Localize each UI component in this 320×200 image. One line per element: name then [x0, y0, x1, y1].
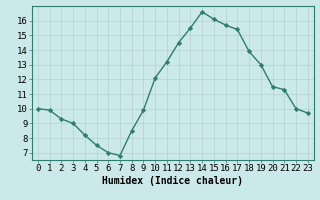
X-axis label: Humidex (Indice chaleur): Humidex (Indice chaleur): [102, 176, 243, 186]
